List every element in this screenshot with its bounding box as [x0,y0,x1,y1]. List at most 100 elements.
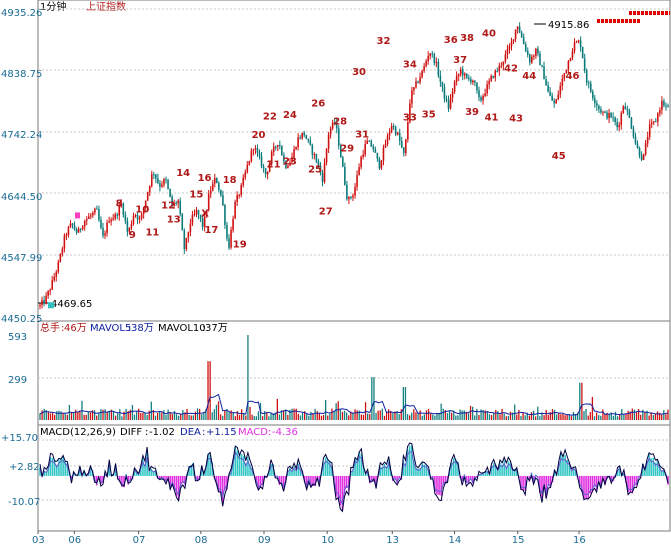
candle-body [522,37,525,45]
candle-body [238,194,240,196]
candle-body [197,210,200,215]
candle-body [402,147,405,154]
candle-body [504,54,507,62]
candle-body [415,81,417,88]
candle-body [272,146,275,152]
candle-body [650,122,653,125]
candle-body [441,81,444,87]
candle-body [502,61,505,66]
candle-body [116,214,119,216]
mavol5-value: 38万 [131,323,154,334]
candle-body [69,223,72,228]
candle-body [520,32,523,38]
wave-count-label: 15 [189,190,203,201]
candle-body [226,225,228,239]
candle-body [514,29,517,40]
volume-tick-label: 299 [8,375,27,386]
candle-body [547,85,549,92]
candle-body [228,238,230,248]
wave-count-label: 8 [116,199,123,210]
candle-body [323,162,326,182]
candle-body [506,49,509,55]
candle-body [71,223,74,226]
wave-count-label: 25 [308,165,322,176]
candle-body [470,79,472,83]
candle-body [539,53,541,66]
candle-body [305,135,308,139]
candle-body [185,237,188,250]
candle-body [218,182,220,190]
candle-body [291,157,293,163]
candle-body [191,215,194,224]
candle-body [87,216,90,219]
candle-body [567,61,570,70]
candle-body [140,214,143,219]
wave-count-label: 14 [176,168,190,179]
candle-body [209,190,212,195]
wave-count-label: 32 [377,36,391,47]
candle-body [242,177,245,186]
wave-count-label: 41 [485,113,499,124]
candle-body [592,91,594,99]
candle-body [636,143,639,148]
candle-body [602,111,604,113]
candle-body [427,56,429,62]
candle-body [53,276,56,281]
candle-body [61,248,64,255]
candle-body [297,137,299,148]
candle-body [232,218,234,230]
candle-body [382,147,385,161]
macd-hist-value: -4.36 [272,427,298,438]
dea-label: DEA [180,427,201,438]
candle-body [246,164,249,173]
candle-body [175,202,177,204]
candle-body [325,148,328,163]
candle-body [378,158,381,169]
candle-body [301,132,303,139]
candle-body [581,46,584,59]
price-tick-label: 4450.25 [1,314,42,325]
wave-count-label: 36 [444,35,458,46]
candle-body [250,150,253,161]
candle-body [425,61,427,67]
candle-body [279,145,281,147]
candle-body [494,70,497,78]
candle-body [455,75,458,82]
candle-body [183,230,186,250]
candle-body [193,213,196,216]
candle-body [667,105,669,107]
candle-body [612,117,614,119]
candle-body [358,167,360,176]
macd-hist-sep: : [268,427,271,438]
candle-body [309,140,312,145]
candle-body [583,58,586,71]
volume-total-label: 总手 [40,321,60,334]
candle-body [626,109,629,111]
candle-body [366,140,369,144]
candle-body [112,218,114,220]
candle-body [222,195,224,206]
candle-body [457,74,460,76]
wave-count-label: 30 [352,67,366,78]
chart-frame [37,0,671,532]
candle-body [67,227,70,235]
candle-body [417,81,419,83]
candle-body [411,90,413,104]
candle-body [563,73,566,79]
candle-body [45,295,47,303]
candle-body [295,147,297,150]
wave-count-label: 22 [263,111,277,122]
candle-body [589,83,592,92]
candle-body [258,152,261,157]
candle-body [136,214,139,220]
mavol5-label: MAVOL5 [90,323,131,334]
candle-body [531,56,533,63]
x-tick-label: 09 [258,535,271,544]
x-tick-label: 16 [573,535,586,544]
candle-body [356,175,358,187]
candle-body [252,149,255,151]
candle-body [281,145,283,156]
x-tick-label: 08 [195,535,208,544]
candle-body [484,93,486,96]
candle-body [510,41,513,47]
